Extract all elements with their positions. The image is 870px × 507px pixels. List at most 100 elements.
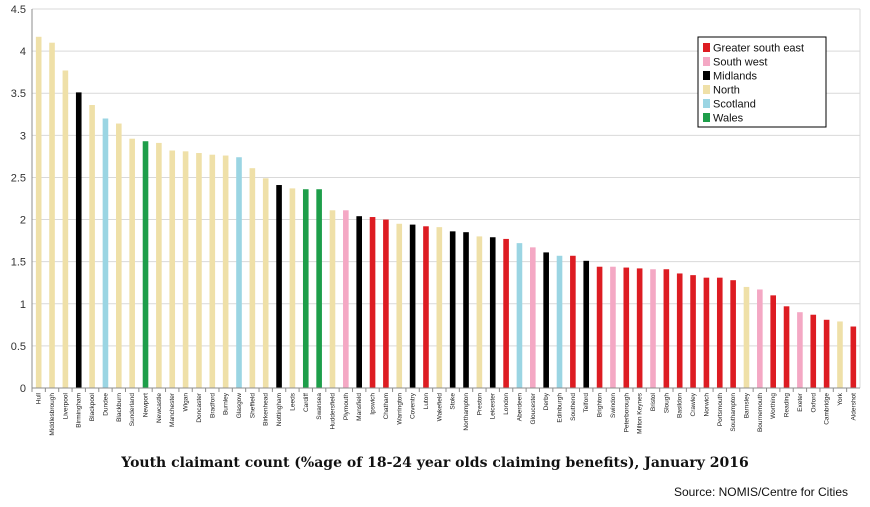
bar <box>596 266 603 388</box>
y-tick-label: 1 <box>20 299 26 311</box>
legend: Greater south east South west Midlands Nort… <box>697 36 827 128</box>
bar <box>583 260 590 388</box>
x-tick-label: Leeds <box>289 392 296 410</box>
bar <box>810 314 817 388</box>
bar <box>262 178 269 388</box>
x-tick-label: Wakefield <box>436 393 443 422</box>
y-tick-label: 2 <box>20 215 26 227</box>
bar <box>797 312 803 388</box>
y-axis-tick-labels: 0 0.5 1 1.5 2 2.5 3 3.5 4 4.5 <box>11 4 26 395</box>
x-tick-label: Bradford <box>209 393 216 418</box>
bar <box>396 223 403 388</box>
x-tick-label: Plymouth <box>343 393 350 420</box>
bar <box>35 36 42 388</box>
x-tick-label: Slough <box>663 393 670 414</box>
legend-label: Wales <box>713 113 744 125</box>
legend-swatch <box>703 99 710 108</box>
x-tick-label: Northampton <box>463 393 470 431</box>
y-tick-label: 0.5 <box>11 341 26 353</box>
x-tick-label: Bournemouth <box>757 393 764 432</box>
x-tick-label: Sheffield <box>249 393 256 419</box>
x-tick-label: Leicester <box>490 392 497 419</box>
chart-title: Youth claimant count (%age of 18-24 year… <box>121 455 749 471</box>
legend-swatch <box>703 71 710 80</box>
y-tick-label: 4 <box>20 46 26 58</box>
bar <box>449 231 456 388</box>
bar <box>423 226 429 388</box>
bar <box>530 247 536 388</box>
bar <box>543 252 549 388</box>
bar <box>276 185 282 388</box>
bar <box>316 189 322 388</box>
legend-swatch <box>703 43 710 52</box>
legend-swatch <box>703 113 710 122</box>
bar <box>142 141 149 388</box>
x-tick-label: Chatham <box>383 393 390 419</box>
x-tick-label: Birkenhead <box>263 393 270 426</box>
bar <box>730 280 736 388</box>
x-tick-label: Wigan <box>183 393 190 412</box>
x-tick-label: Middlesbrough <box>49 393 56 436</box>
bar <box>463 232 469 388</box>
legend-box <box>697 36 827 128</box>
bar <box>489 237 496 388</box>
bar <box>716 277 723 388</box>
bar <box>249 168 256 388</box>
bar <box>663 269 670 388</box>
bar <box>129 138 135 388</box>
x-tick-label: London <box>503 393 510 415</box>
x-tick-label: Liverpool <box>62 392 69 419</box>
legend-swatch <box>703 85 710 94</box>
x-tick-label: Coventry <box>410 392 417 419</box>
x-tick-label: Burnley <box>223 392 230 415</box>
bar <box>169 150 176 388</box>
bar <box>369 217 376 388</box>
x-tick-label: York <box>837 392 844 406</box>
bar <box>289 188 296 388</box>
bar <box>383 219 389 388</box>
bar <box>650 269 656 388</box>
bar <box>409 224 416 388</box>
bar <box>343 210 349 388</box>
bar <box>89 105 95 388</box>
x-tick-label: Milton Keynes <box>637 392 644 434</box>
bars <box>35 36 857 388</box>
bar <box>770 295 776 388</box>
x-tick-label: Preston <box>476 393 483 416</box>
x-tick-label: Blackburn <box>116 393 123 422</box>
x-tick-label: Gloucester <box>530 392 537 424</box>
x-tick-label: Huddersfield <box>329 393 336 430</box>
bar <box>329 210 336 388</box>
bar <box>570 255 576 388</box>
x-tick-label: Southend <box>570 393 577 421</box>
x-tick-label: Oxford <box>810 393 817 413</box>
x-tick-label: Hull <box>36 392 43 404</box>
x-axis-tick-labels: Hull Middlesbrough Liverpool Birmingham Blac… <box>31 388 857 436</box>
bar <box>690 275 696 388</box>
bar <box>850 326 857 388</box>
x-tick-label: Derby <box>543 392 550 410</box>
x-tick-label: Swindon <box>610 393 617 418</box>
x-tick-label: Aberdeen <box>516 393 523 422</box>
y-tick-label: 0 <box>20 383 26 395</box>
chart-source: Source: NOMIS/Centre for Cities <box>673 485 848 499</box>
bar <box>62 70 69 388</box>
legend-swatch <box>703 57 710 66</box>
bar <box>703 277 710 388</box>
bar <box>209 154 216 388</box>
bar <box>436 227 443 388</box>
bar <box>556 255 563 388</box>
x-tick-label: Ipswich <box>370 393 377 415</box>
x-tick-label: Manchester <box>169 392 176 427</box>
y-tick-label: 3 <box>20 130 26 142</box>
bar <box>236 157 242 388</box>
x-tick-label: Norwich <box>703 393 710 417</box>
x-tick-label: Cardiff <box>303 393 310 412</box>
x-tick-label: Nottingham <box>276 393 283 426</box>
x-tick-label: Brighton <box>597 393 604 418</box>
x-tick-label: Luton <box>423 393 430 410</box>
x-tick-label: Newport <box>143 393 150 417</box>
bar <box>837 321 843 388</box>
legend-label: Scotland <box>713 99 756 111</box>
bar <box>156 142 162 388</box>
